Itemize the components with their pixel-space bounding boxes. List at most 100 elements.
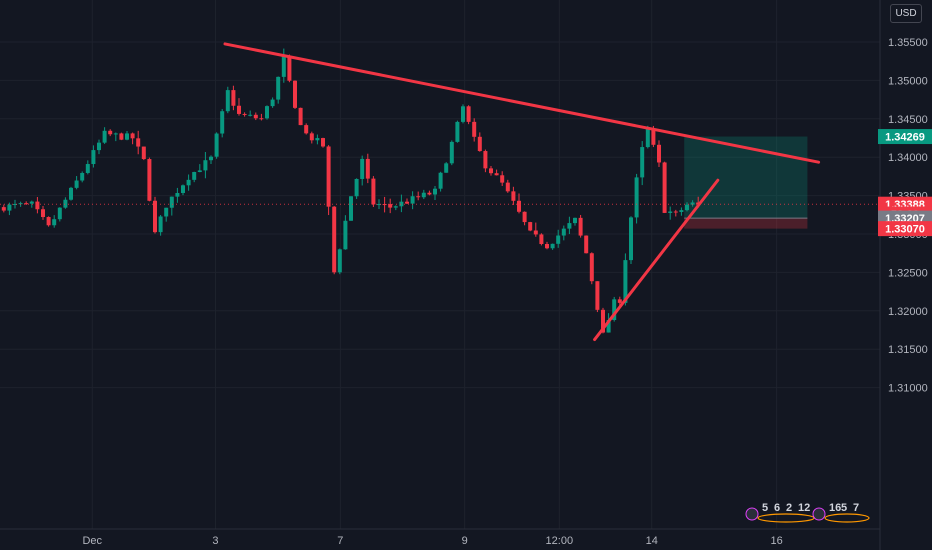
candle-body [7, 204, 12, 211]
candle-body [203, 160, 208, 171]
events-group-2-count: 5 [841, 502, 847, 514]
candle-body [623, 260, 628, 303]
candle-body [74, 180, 79, 188]
time-axis[interactable]: Dec 3 7 9 12:00 14 16 [82, 535, 782, 547]
candle-body [147, 159, 152, 201]
y-tick-label: 1.35500 [888, 37, 928, 49]
candle-body [444, 163, 449, 173]
events-group-2-calendar-icon [824, 513, 870, 523]
stop-loss-label-bg [878, 221, 932, 237]
candle-body [85, 164, 90, 173]
candle-body [461, 106, 465, 122]
candle-body [421, 192, 426, 198]
candle-body [349, 196, 353, 221]
candle-body [242, 113, 247, 115]
candle-body [108, 130, 113, 135]
events-group-1-count: 12 [798, 502, 810, 514]
trendline-layer[interactable] [223, 42, 821, 342]
candle-body [248, 114, 253, 116]
events-group-2-count: 7 [853, 502, 859, 514]
candle-body [164, 207, 169, 217]
candle-body [18, 203, 23, 205]
events-group-2-flag-icon[interactable] [812, 507, 826, 521]
candle-body [365, 158, 370, 179]
economic-events[interactable]: 5 6 2 12 16 5 7 [745, 502, 870, 523]
x-tick-label: 14 [646, 535, 658, 547]
candle-body [153, 200, 157, 233]
candle-body [181, 185, 185, 194]
candle-body [321, 138, 325, 147]
candle-body [393, 206, 398, 208]
candle-body [533, 230, 538, 235]
candle-body [410, 196, 415, 204]
y-tick-label: 1.31500 [888, 344, 928, 356]
candle-body [276, 76, 281, 100]
candle-body [690, 202, 695, 205]
candle-body [119, 133, 124, 140]
candle-body [354, 178, 359, 197]
candle-body [46, 217, 51, 226]
candle-body [455, 121, 460, 142]
x-tick-label: Dec [82, 535, 102, 547]
candle-body [377, 204, 381, 206]
candle-body [332, 206, 337, 273]
y-tick-label: 1.32000 [888, 306, 928, 318]
events-group-1-flag-icon[interactable] [745, 507, 759, 521]
candle-body [556, 235, 561, 244]
take-profit-label: 1.34269 [885, 132, 925, 144]
candle-body [13, 204, 17, 206]
candle-body [399, 201, 404, 207]
candle-body [489, 168, 493, 174]
candle-body [102, 130, 107, 143]
candle-body [270, 99, 275, 107]
candle-body [24, 203, 29, 205]
candle-body [253, 114, 258, 119]
candle-body [35, 201, 40, 210]
candle-body [494, 173, 499, 176]
candle-body [141, 146, 146, 160]
candle-body [113, 133, 118, 135]
candle-body [225, 90, 230, 112]
candle-body [69, 187, 73, 200]
candle-body [584, 235, 589, 254]
take-profit-label-bg [878, 129, 932, 145]
candle-body [287, 56, 292, 81]
candle-body [97, 142, 101, 151]
x-tick-label: 3 [212, 535, 218, 547]
candle-body [1, 207, 6, 211]
candle-body [281, 56, 286, 77]
candle-body [29, 201, 34, 204]
candle-body [231, 90, 236, 106]
candle-body [449, 141, 454, 164]
events-group-1-count: 5 [762, 502, 768, 514]
candle-body [612, 299, 617, 320]
candle-body [472, 121, 477, 137]
candle-body [466, 106, 471, 122]
candle-body [259, 118, 264, 120]
candle-body [561, 228, 566, 236]
trendline-resistance[interactable] [223, 42, 821, 164]
candle-body [427, 192, 432, 195]
stop-loss-zone[interactable] [684, 218, 808, 229]
candle-body [578, 217, 583, 236]
candle-body [617, 299, 622, 303]
candle-body [130, 133, 135, 139]
candle-body [52, 219, 57, 226]
candle-body [662, 162, 667, 213]
stop-loss-label: 1.33070 [885, 224, 925, 236]
currency-button[interactable]: USD [890, 4, 922, 23]
candle-body [477, 136, 482, 152]
candle-body [41, 209, 45, 218]
candle-body [169, 196, 174, 208]
candle-body [220, 111, 225, 134]
candle-body [136, 138, 141, 147]
candle-body [550, 243, 555, 249]
candle-body [315, 138, 320, 141]
candlestick-series [1, 48, 701, 334]
long-position-tool[interactable] [684, 136, 808, 229]
trendline-support[interactable] [593, 178, 720, 342]
events-group-1-calendar-icon [757, 513, 815, 523]
